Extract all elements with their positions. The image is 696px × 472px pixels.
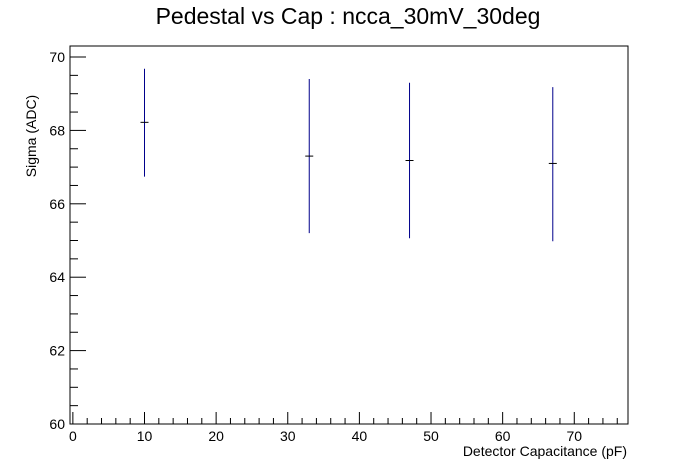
y-tick-label: 64 bbox=[49, 269, 65, 285]
axis-ticks: 0 10 20 30 40 50 60 70 60 62 64 66 68 70 bbox=[49, 49, 618, 444]
plot-frame bbox=[69, 45, 629, 425]
x-tick-label: 0 bbox=[69, 428, 77, 444]
data-point bbox=[548, 87, 557, 242]
y-tick-label: 70 bbox=[49, 49, 65, 65]
x-tick-label: 70 bbox=[566, 428, 582, 444]
data-point bbox=[140, 68, 149, 177]
data-point bbox=[405, 82, 414, 239]
x-tick-label: 10 bbox=[137, 428, 153, 444]
y-tick-label: 66 bbox=[49, 196, 65, 212]
y-tick-label: 60 bbox=[49, 416, 65, 432]
y-tick-label: 62 bbox=[49, 343, 65, 359]
y-axis-label: Sigma (ADC) bbox=[23, 95, 39, 177]
data-points bbox=[140, 68, 557, 242]
x-tick-label: 20 bbox=[208, 428, 224, 444]
x-tick-label: 30 bbox=[280, 428, 296, 444]
x-axis-label: Detector Capacitance (pF) bbox=[463, 443, 627, 459]
x-tick-label: 40 bbox=[352, 428, 368, 444]
chart-title: Pedestal vs Cap : ncca_30mV_30deg bbox=[156, 3, 541, 29]
x-tick-label: 60 bbox=[495, 428, 511, 444]
x-tick-label: 50 bbox=[423, 428, 439, 444]
y-tick-label: 68 bbox=[49, 122, 65, 138]
data-point bbox=[305, 79, 314, 234]
